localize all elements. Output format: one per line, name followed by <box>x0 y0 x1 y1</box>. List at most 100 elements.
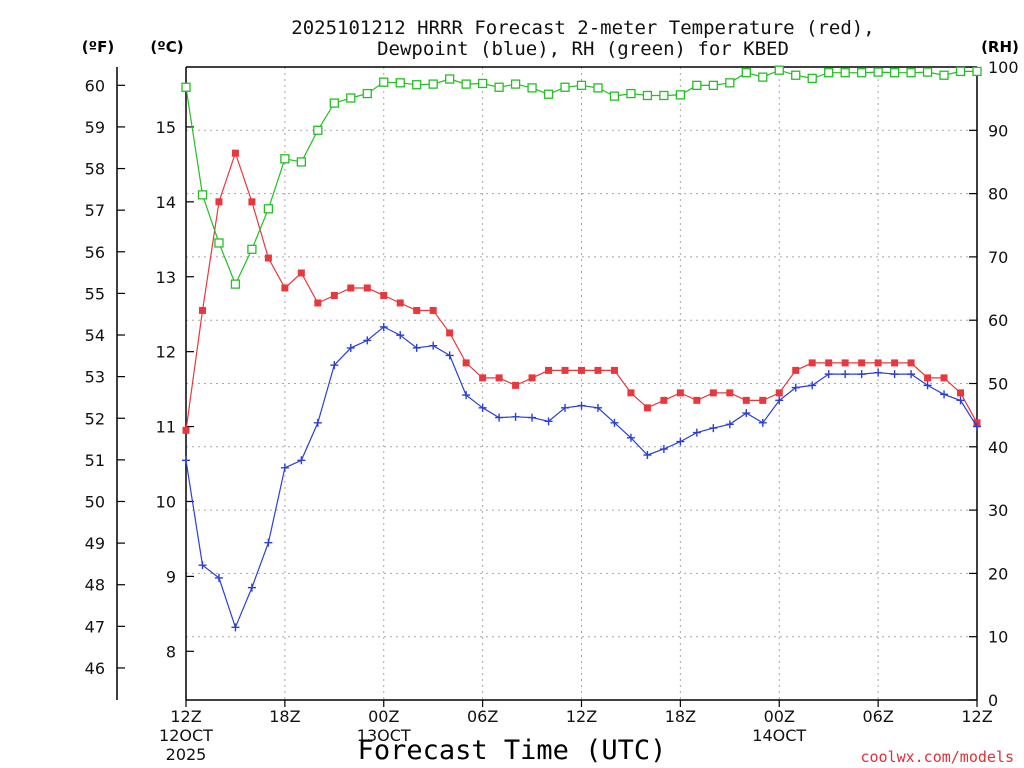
dewpoint-point <box>709 424 718 433</box>
rh-axis: 0 10 20 30 40 50 60 70 80 90 100 <box>969 58 1019 710</box>
rh-tick-label: 60 <box>988 311 1008 330</box>
temperature-point <box>182 426 190 434</box>
temperature-point <box>314 299 322 307</box>
rh-point <box>461 79 471 89</box>
rh-tick-label: 90 <box>988 121 1008 140</box>
rh-point <box>889 68 900 78</box>
temperature-point <box>808 359 816 367</box>
dewpoint-point <box>659 445 668 454</box>
rh-point <box>708 80 718 91</box>
temperature-point <box>726 389 734 397</box>
celsius-axis-label: (ºC) <box>150 38 183 56</box>
celsius-tick-label: 10 <box>156 492 176 511</box>
temperature-point <box>907 359 915 367</box>
time-tick-label: 18Z <box>269 707 300 726</box>
rh-point <box>741 68 751 78</box>
temperature-point <box>610 366 618 374</box>
dewpoint-point <box>725 420 734 429</box>
dewpoint-point <box>264 538 273 547</box>
temperature-point <box>231 149 239 157</box>
temperature-point <box>264 254 272 262</box>
rh-point <box>609 91 620 101</box>
rh-tick-label: 10 <box>988 628 1008 647</box>
x-axis-title: Forecast Time (UTC) <box>358 735 667 766</box>
time-tick-label: 12Z <box>170 707 201 726</box>
dewpoint-point <box>511 412 520 421</box>
series-layer <box>181 65 982 632</box>
rh-point <box>675 90 686 100</box>
dewpoint-point <box>610 418 619 427</box>
temperature-point <box>594 366 602 374</box>
fahrenheit-tick-label: 54 <box>85 326 105 345</box>
temperature-point <box>578 366 585 374</box>
dewpoint-point <box>346 343 355 352</box>
dewpoint-point <box>182 456 190 465</box>
rh-tick-label: 40 <box>988 438 1008 457</box>
dewpoint-point <box>561 403 570 412</box>
dewpoint-point <box>330 361 339 370</box>
source-credit: coolwx.com/models <box>860 748 1014 766</box>
time-tick-label: 06Z <box>862 707 893 726</box>
temperature-point <box>874 359 882 367</box>
dewpoint-point <box>692 428 701 437</box>
fahrenheit-tick-label: 50 <box>85 492 105 511</box>
rh-point <box>395 78 405 88</box>
dewpoint-point <box>956 396 965 405</box>
dewpoint-point <box>544 417 553 426</box>
series-temperature <box>182 149 981 434</box>
rh-point <box>642 90 653 101</box>
rh-tick-label: 70 <box>988 248 1008 267</box>
celsius-tick-label: 11 <box>156 418 176 437</box>
dewpoint-point <box>528 413 537 422</box>
series-dewpoint <box>182 322 981 632</box>
dewpoint-point <box>363 336 372 345</box>
dewpoint-point <box>676 437 685 446</box>
fahrenheit-tick-label: 53 <box>85 368 105 387</box>
dewpoint-point <box>907 370 916 379</box>
celsius-tick-label: 12 <box>156 343 176 362</box>
dewpoint-point <box>495 413 504 422</box>
rh-tick-label: 0 <box>988 691 998 710</box>
fahrenheit-tick-label: 60 <box>85 76 105 95</box>
temperature-point <box>643 404 651 412</box>
dewpoint-point <box>379 322 388 331</box>
temperature-point <box>297 269 305 277</box>
rh-point <box>181 82 191 92</box>
rh-point <box>379 77 389 87</box>
rh-point <box>362 88 372 99</box>
rh-point <box>280 154 290 164</box>
dewpoint-point <box>198 561 207 570</box>
chart-title-line1: 2025101212 HRRR Forecast 2-meter Tempera… <box>291 17 874 39</box>
temperature-point <box>446 329 454 337</box>
rh-point <box>922 67 933 77</box>
dewpoint-point <box>775 396 784 405</box>
dewpoint-point <box>231 623 240 632</box>
rh-point <box>725 78 735 88</box>
celsius-tick-label: 8 <box>166 642 176 661</box>
fahrenheit-tick-label: 47 <box>85 617 105 636</box>
dewpoint-point <box>429 341 438 350</box>
dewpoint-point <box>808 381 817 390</box>
rh-point <box>972 66 982 77</box>
dewpoint-point <box>445 351 454 360</box>
temperature-point <box>462 359 470 367</box>
rh-point <box>313 125 323 135</box>
fahrenheit-tick-label: 59 <box>85 118 105 137</box>
dewpoint-point <box>214 573 223 582</box>
time-tick-date: 14OCT <box>752 726 806 745</box>
dewpoint-point <box>462 391 471 400</box>
dewpoint-point <box>577 401 586 410</box>
temperature-point <box>759 396 767 404</box>
dewpoint-point <box>396 331 405 340</box>
rh-point <box>791 70 801 80</box>
dewpoint-point <box>890 370 899 379</box>
temperature-point <box>957 389 965 397</box>
temperature-point <box>495 374 503 382</box>
rh-axis-label: (RH) <box>981 38 1019 56</box>
rh-tick-label: 100 <box>988 58 1019 77</box>
plot-frame <box>185 66 978 701</box>
temperature-point <box>709 389 717 397</box>
fahrenheit-tick-label: 48 <box>85 576 105 595</box>
